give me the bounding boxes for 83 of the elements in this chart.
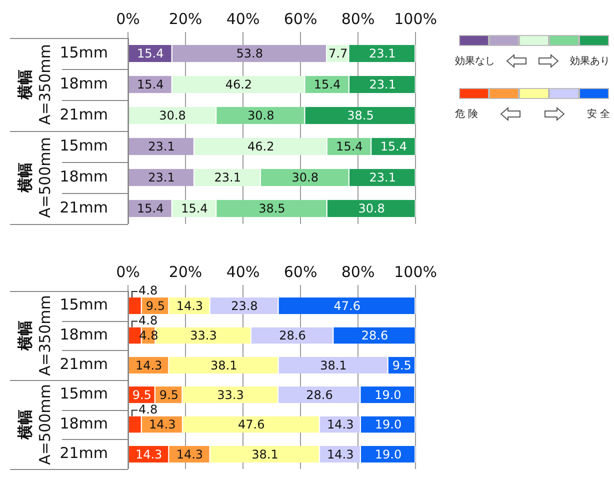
data-label: 19.0 — [374, 388, 402, 402]
data-label: 30.8 — [292, 170, 318, 185]
data-label: 15.4 — [314, 78, 341, 92]
data-label: 23.1 — [148, 140, 175, 154]
data-label: 9.5 — [146, 298, 166, 313]
data-label: 14.3 — [327, 447, 354, 462]
data-label: 15.4 — [181, 202, 208, 216]
x-tick-label: 0% — [116, 262, 140, 281]
y-tick-label: 15mm — [60, 136, 108, 154]
text: 安 全 — [586, 108, 610, 121]
data-label: 53.8 — [236, 46, 263, 61]
y-tick-label: 18mm — [60, 74, 108, 92]
data-label: 30.8 — [159, 108, 186, 123]
x-tick-label: 40% — [226, 262, 260, 281]
data-label: 38.5 — [347, 108, 374, 123]
data-label: 38.1 — [210, 358, 238, 372]
data-label: 23.1 — [369, 78, 396, 92]
y-tick-label: 21mm — [60, 355, 108, 374]
data-label: 9.5 — [132, 388, 152, 402]
data-label: 46.2 — [247, 140, 274, 154]
x-tick-label: 20% — [168, 262, 202, 281]
data-label: 23.1 — [368, 46, 396, 61]
data-label: 38.1 — [320, 358, 347, 372]
data-label: 23.1 — [369, 170, 396, 185]
text: 横幅 A=500mm — [16, 137, 54, 218]
data-label: 19.0 — [374, 418, 402, 432]
x-tick-label: 60% — [284, 10, 318, 28]
data-label: 33.3 — [190, 328, 217, 343]
data-label: 15.4 — [137, 202, 164, 216]
x-tick-label: 100% — [394, 262, 438, 281]
x-tick-label: 100% — [394, 10, 438, 28]
y-tick-label: 15mm — [60, 43, 108, 62]
data-label: 28.6 — [306, 388, 333, 402]
data-label: 7.7 — [328, 46, 348, 61]
text: 危 険 — [455, 108, 478, 121]
data-label: 14.3 — [135, 358, 162, 372]
y-tick-label: 18mm — [60, 414, 108, 432]
data-label: 23.8 — [231, 298, 258, 313]
x-tick-label: 20% — [168, 10, 202, 28]
data-label: 33.3 — [217, 388, 244, 402]
data-label: 4.8 — [138, 313, 158, 328]
data-label: 38.5 — [258, 202, 286, 216]
y-tick-label: 15mm — [60, 384, 108, 403]
data-label: 47.6 — [334, 298, 360, 313]
data-label: 46.2 — [225, 78, 252, 92]
data-label: 14.3 — [135, 447, 162, 462]
data-label: 15.4 — [137, 46, 164, 61]
y-tick-label: 21mm — [60, 198, 108, 216]
data-label: 14.3 — [176, 298, 204, 313]
x-tick-label: 40% — [226, 10, 260, 28]
text: 横幅 A=350mm — [16, 44, 54, 125]
data-label: 30.8 — [358, 202, 385, 216]
text: 横幅 A=350mm — [16, 295, 54, 376]
y-tick-label: 18mm — [60, 167, 108, 186]
y-tick-label: 15mm — [60, 296, 108, 314]
data-label: 15.4 — [137, 78, 164, 92]
data-label: 19.0 — [374, 447, 402, 462]
y-tick-label: 21mm — [60, 444, 108, 462]
text: 横幅 A=500mm — [16, 384, 54, 465]
data-label: 14.3 — [149, 418, 176, 432]
data-label: 14.3 — [176, 447, 204, 462]
data-label: 28.6 — [361, 328, 388, 343]
data-label: 23.1 — [148, 170, 175, 185]
data-label: 14.3 — [327, 418, 354, 432]
data-label: 23.1 — [214, 170, 241, 185]
y-tick-label: 21mm — [60, 105, 108, 124]
x-tick-label: 80% — [341, 10, 375, 28]
x-tick-label: 60% — [284, 262, 318, 281]
data-label: 9.5 — [159, 388, 179, 402]
data-label: 47.6 — [238, 418, 265, 432]
x-tick-label: 80% — [341, 262, 375, 281]
data-label: 4.8 — [138, 402, 158, 416]
data-label: 15.4 — [380, 140, 408, 154]
text: 効果なし — [455, 54, 495, 68]
x-tick-label: 0% — [116, 10, 140, 28]
y-tick-label: 18mm — [60, 325, 108, 344]
data-label: 15.4 — [336, 140, 363, 154]
data-label: 28.6 — [279, 328, 306, 343]
data-label: 38.1 — [252, 447, 278, 462]
data-label: 4.8 — [138, 284, 158, 298]
data-label: 30.8 — [247, 108, 274, 123]
data-label: 9.5 — [392, 358, 412, 372]
text: 効果あり — [570, 54, 610, 68]
